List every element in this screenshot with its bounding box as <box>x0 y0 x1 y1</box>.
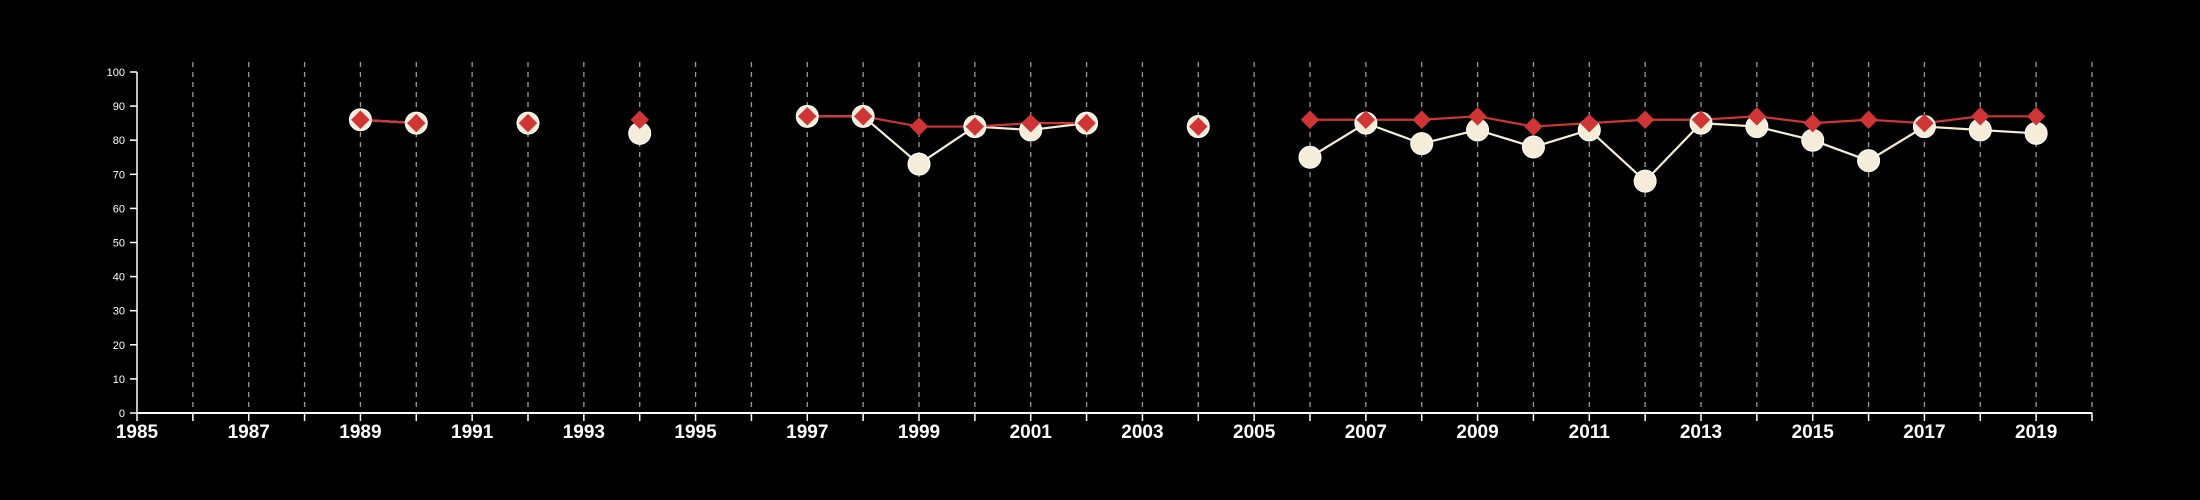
y-tick-label: 60 <box>113 203 125 215</box>
diamond-point <box>853 106 873 126</box>
diamond-point <box>1077 113 1096 133</box>
y-tick-label: 30 <box>113 306 125 318</box>
x-tick-label: 2007 <box>1345 422 1387 443</box>
diamond-point <box>1021 113 1041 133</box>
x-tick-label: 2013 <box>1680 422 1722 443</box>
y-tick-label: 90 <box>113 101 125 113</box>
x-tick-label: 1985 <box>116 422 159 443</box>
diamond-point <box>1524 117 1543 136</box>
x-tick-label: 2005 <box>1233 422 1276 443</box>
x-tick-label: 2015 <box>1792 422 1835 443</box>
diamond-point <box>1635 110 1655 130</box>
x-tick-label: 2017 <box>1903 422 1945 443</box>
circle-point <box>1298 145 1322 169</box>
grid-layer <box>192 62 2093 413</box>
diamond-point <box>797 106 817 126</box>
x-tick-label: 1991 <box>451 422 494 443</box>
y-tick-label: 20 <box>113 340 125 352</box>
circle-point <box>1521 135 1545 159</box>
y-tick-label: 100 <box>107 67 125 79</box>
circle-point <box>1633 169 1657 193</box>
x-tick-label: 2019 <box>2015 422 2057 443</box>
y-tick-label: 70 <box>113 169 125 181</box>
diamond-point <box>1747 106 1767 126</box>
y-tick-label: 80 <box>113 135 125 147</box>
diamond-point <box>1803 113 1823 133</box>
circle-point <box>1410 132 1434 156</box>
x-tick-label: 2011 <box>1569 422 1611 443</box>
x-tick-label: 1999 <box>898 422 940 443</box>
y-tick-label: 10 <box>113 374 125 386</box>
diamond-point <box>1579 113 1599 133</box>
diamond-point <box>1970 106 1990 126</box>
circle-point <box>1857 149 1881 173</box>
diamond-point <box>1300 110 1320 130</box>
diamond-point <box>965 117 985 136</box>
y-tick-label: 40 <box>113 272 125 284</box>
x-tick-label: 1989 <box>339 422 381 443</box>
axis-layer: 0 10 20 30 40 50 60 70 80 90 100 1985 1987 1989 1991 19… <box>107 67 2093 443</box>
x-tick-label: 1995 <box>674 422 717 443</box>
diamond-point <box>351 110 370 130</box>
series-layer <box>348 104 2048 193</box>
diamond-point <box>518 113 538 133</box>
x-tick-label: 1993 <box>563 422 605 443</box>
diamond-point <box>1468 106 1487 126</box>
diamond-point <box>1915 113 1934 133</box>
x-tick-label: 2003 <box>1121 422 1163 443</box>
diamond-point <box>1859 110 1878 130</box>
diamond-point <box>1412 110 1432 130</box>
x-tick-label: 2009 <box>1456 422 1498 443</box>
x-tick-label: 1987 <box>228 422 270 443</box>
diamond-point <box>2026 106 2046 126</box>
diamond-point <box>406 113 426 133</box>
diamond-point <box>909 117 929 136</box>
diamond-point <box>1691 110 1711 130</box>
x-tick-label: 2001 <box>1010 422 1053 443</box>
circle-point <box>907 152 931 176</box>
y-tick-label: 50 <box>113 238 125 250</box>
x-tick-label: 1997 <box>786 422 828 443</box>
diamond-point <box>1188 117 1208 136</box>
diamond-point <box>1356 110 1376 130</box>
y-tick-label: 0 <box>119 408 125 420</box>
diamond-point <box>630 110 650 130</box>
